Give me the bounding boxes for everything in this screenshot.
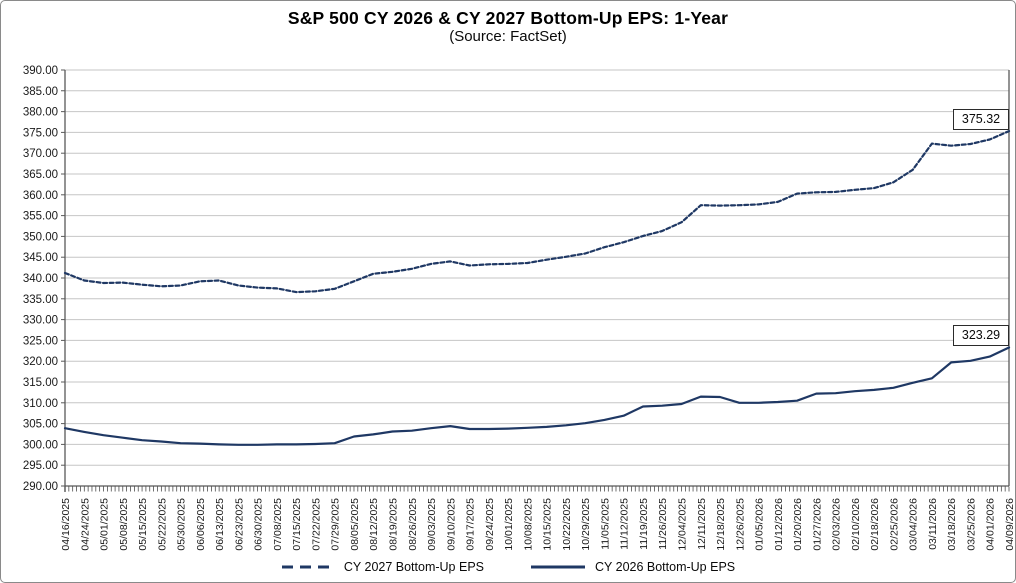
x-axis-label: 02/18/2026: [869, 498, 881, 551]
x-axis-label: 08/05/2025: [349, 498, 361, 551]
y-axis-label: 310.00: [23, 398, 58, 410]
x-axis-label: 01/27/2026: [811, 498, 823, 551]
x-axis-label: 12/18/2025: [715, 498, 727, 551]
end-value-label-cy2026: 323.29: [953, 325, 1009, 346]
x-axis-label: 11/12/2025: [619, 498, 631, 550]
end-value-label-cy2027: 375.32: [953, 109, 1009, 130]
x-axis-label: 07/29/2025: [330, 498, 342, 551]
x-axis-label: 05/15/2025: [137, 498, 149, 551]
chart-legend: CY 2027 Bottom-Up EPS CY 2026 Bottom-Up …: [1, 556, 1015, 578]
x-axis-label: 07/15/2025: [291, 498, 303, 551]
x-axis-label: 06/23/2025: [233, 498, 245, 551]
x-axis-label: 01/12/2026: [773, 498, 785, 551]
y-axis-label: 335.00: [23, 294, 58, 306]
x-axis-label: 11/19/2025: [638, 498, 650, 550]
x-axis-label: 09/10/2025: [445, 498, 457, 551]
y-axis-label: 380.00: [23, 107, 58, 119]
x-axis-label: 03/11/2026: [927, 498, 939, 550]
solid-line-sample-icon: [531, 565, 585, 569]
series-line-cy2026: [63, 346, 1011, 446]
y-axis-label: 350.00: [23, 231, 58, 243]
y-axis-label: 385.00: [23, 86, 58, 98]
chart-subtitle: (Source: FactSet): [449, 28, 567, 45]
y-axis-label: 315.00: [23, 377, 58, 389]
x-axis-label: 07/22/2025: [310, 498, 322, 551]
x-axis-label: 03/25/2026: [965, 498, 977, 551]
y-axis-label: 300.00: [23, 439, 58, 451]
y-axis-label: 320.00: [23, 356, 58, 368]
x-axis-label: 12/26/2025: [734, 498, 746, 551]
series-line-cy2027: [63, 130, 1011, 294]
x-axis-label: 06/13/2025: [214, 498, 226, 551]
x-axis-label: 10/22/2025: [561, 498, 573, 551]
x-axis-label: 08/26/2025: [407, 498, 419, 551]
y-axis-label: 345.00: [23, 252, 58, 264]
x-axis-label: 03/18/2026: [946, 498, 958, 551]
x-axis-label: 08/19/2025: [388, 498, 400, 551]
x-axis-label: 01/05/2026: [754, 498, 766, 551]
x-axis-label: 09/03/2025: [426, 498, 438, 551]
y-axis-label: 365.00: [23, 169, 58, 181]
y-axis-label: 305.00: [23, 419, 58, 431]
x-axis-label: 11/05/2025: [599, 498, 611, 550]
x-axis-label: 05/30/2025: [176, 498, 188, 551]
x-axis-label: 02/10/2026: [850, 498, 862, 551]
y-axis-label: 325.00: [23, 335, 58, 347]
x-axis-label: 12/04/2025: [676, 498, 688, 551]
y-axis-label: 360.00: [23, 190, 58, 202]
y-axis-label: 390.00: [23, 65, 58, 77]
x-axis-label: 08/12/2025: [368, 498, 380, 551]
y-axis-label: 330.00: [23, 315, 58, 327]
x-axis-label: 04/24/2025: [79, 498, 91, 551]
y-axis-label: 370.00: [23, 148, 58, 160]
x-axis-label: 02/03/2026: [831, 498, 843, 551]
x-axis-label: 05/08/2025: [118, 498, 130, 551]
x-axis-label: 06/30/2025: [253, 498, 265, 551]
chart-title: S&P 500 CY 2026 & CY 2027 Bottom-Up EPS:…: [287, 8, 729, 28]
legend-item-cy2027: CY 2027 Bottom-Up EPS: [281, 560, 484, 574]
x-axis-label: 04/01/2026: [985, 498, 997, 551]
x-axis-label: 10/15/2025: [542, 498, 554, 551]
x-axis-label: 04/09/2026: [1004, 498, 1016, 551]
x-axis-label: 10/29/2025: [580, 498, 592, 551]
x-axis-label: 02/25/2026: [888, 498, 900, 551]
y-axis-label: 355.00: [23, 211, 58, 223]
x-axis-label: 03/04/2026: [908, 498, 920, 551]
x-axis-label: 12/11/2025: [696, 498, 708, 550]
y-axis-label: 375.00: [23, 127, 58, 139]
x-axis-label: 05/01/2025: [99, 498, 111, 551]
y-axis-label: 290.00: [23, 481, 58, 493]
dashed-line-sample-icon: [281, 565, 334, 569]
x-axis-label: 10/01/2025: [503, 498, 515, 551]
x-axis-label: 09/17/2025: [465, 498, 477, 551]
x-axis-label: 04/16/2025: [60, 498, 72, 551]
x-axis-label: 09/24/2025: [484, 498, 496, 551]
y-axis-label: 340.00: [23, 273, 58, 285]
x-axis-label: 05/22/2025: [156, 498, 168, 551]
x-axis-label: 11/26/2025: [657, 498, 669, 550]
x-axis-label: 07/08/2025: [272, 498, 284, 551]
legend-item-cy2026: CY 2026 Bottom-Up EPS: [530, 560, 735, 574]
x-axis-label: 10/08/2025: [522, 498, 534, 551]
y-axis-label: 295.00: [23, 460, 58, 472]
x-axis-label: 06/06/2025: [195, 498, 207, 551]
legend-label-cy2026: CY 2026 Bottom-Up EPS: [595, 560, 736, 574]
x-axis-label: 01/20/2026: [792, 498, 804, 551]
legend-label-cy2027: CY 2027 Bottom-Up EPS: [343, 560, 484, 574]
